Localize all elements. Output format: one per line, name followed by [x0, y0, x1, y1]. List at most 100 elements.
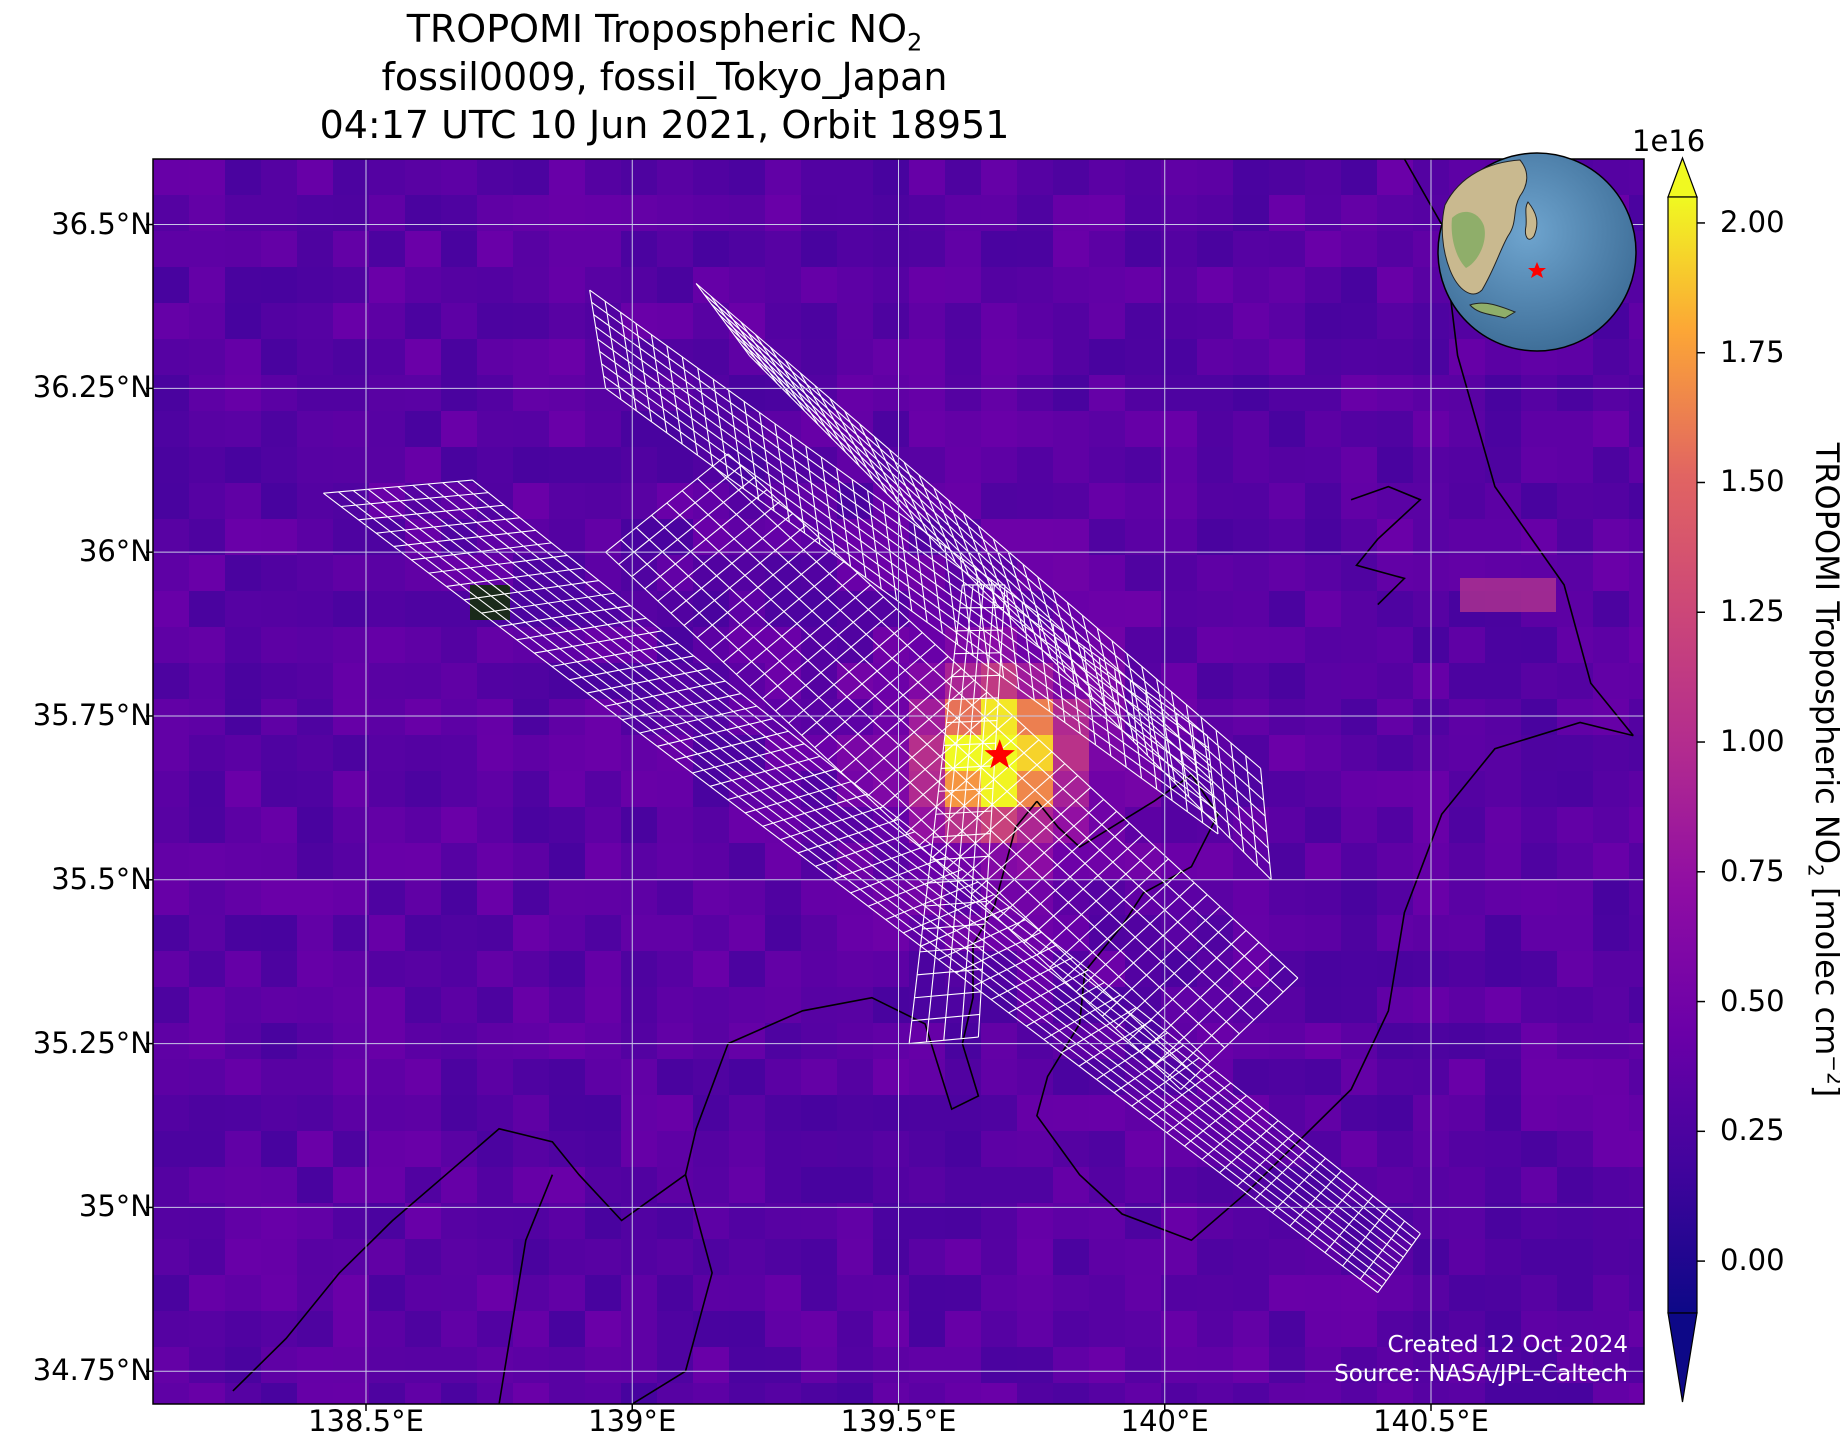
no2-pixel	[1377, 411, 1414, 448]
lon-tick-label: 140.5°E	[1373, 1404, 1489, 1438]
no2-pixel	[1161, 1347, 1198, 1384]
no2-pixel	[1629, 627, 1644, 664]
no2-pixel	[225, 699, 262, 736]
no2-pixel	[981, 1203, 1018, 1240]
no2-pixel	[621, 771, 658, 808]
no2-pixel	[1089, 267, 1126, 304]
no2-pixel	[1089, 339, 1126, 376]
no2-pixel	[297, 1383, 334, 1404]
no2-pixel	[621, 483, 658, 520]
no2-pixel	[441, 231, 478, 268]
no2-pixel	[1017, 159, 1054, 196]
target-grid-line	[428, 554, 568, 574]
target-grid-line	[944, 546, 959, 645]
no2-pixel	[657, 1095, 694, 1132]
no2-pixel	[1557, 879, 1594, 916]
no2-pixel	[1341, 591, 1378, 628]
lat-tick-label: 36.25°N	[32, 370, 152, 405]
no2-pixel	[513, 735, 550, 772]
no2-pixel	[909, 663, 946, 700]
no2-pixel	[945, 1275, 982, 1312]
credit-created: Created 12 Oct 2024	[1387, 1332, 1628, 1358]
no2-pixel	[909, 1239, 946, 1276]
no2-pixel	[765, 807, 802, 844]
no2-pixel	[333, 519, 370, 556]
target-grid-line	[1271, 1157, 1326, 1214]
no2-pixel	[1125, 843, 1162, 880]
no2-pixel	[549, 735, 586, 772]
target-grid-line	[631, 477, 755, 578]
no2-pixel	[657, 771, 694, 808]
no2-pixel	[1593, 843, 1630, 880]
no2-pixel	[1557, 735, 1594, 772]
no2-pixel	[1053, 879, 1090, 916]
no2-pixel	[1125, 1275, 1162, 1312]
colorbar-under-extension	[1667, 1312, 1698, 1403]
no2-pixel	[1521, 1167, 1558, 1204]
no2-pixel	[549, 1383, 586, 1404]
target-grid-line	[909, 1036, 979, 1045]
no2-pixel	[621, 1131, 658, 1168]
target-grid-line	[710, 295, 764, 370]
no2-pixel	[1233, 303, 1270, 340]
no2-pixel	[189, 555, 226, 592]
no2-pixel	[981, 1275, 1018, 1312]
no2-pixel	[837, 447, 874, 484]
no2-pixel	[657, 735, 694, 772]
target-grid-line	[1185, 704, 1204, 811]
no2-pixel	[1377, 339, 1414, 376]
no2-pixel	[189, 1311, 226, 1348]
no2-pixel	[477, 1383, 514, 1404]
no2-pixel	[441, 735, 478, 772]
no2-pixel	[1521, 1131, 1558, 1168]
no2-pixel	[333, 627, 370, 664]
no2-pixel	[261, 483, 298, 520]
no2-pixel	[549, 1203, 586, 1240]
no2-pixel	[333, 735, 370, 772]
no2-pixel	[225, 951, 262, 988]
no2-pixel	[1053, 1311, 1090, 1348]
target-grid-line	[481, 592, 615, 614]
no2-pixel	[513, 699, 550, 736]
no2-pixel	[225, 1347, 262, 1384]
no2-pixel	[1233, 1347, 1270, 1384]
no2-pixel	[1269, 663, 1306, 700]
no2-pixel	[225, 879, 262, 916]
target-grid-line	[657, 501, 781, 602]
no2-pixel	[1053, 195, 1090, 232]
no2-pixel	[405, 987, 442, 1024]
no2-pixel	[513, 1095, 550, 1132]
no2-pixel	[441, 1095, 478, 1132]
no2-pixel	[1233, 807, 1270, 844]
target-grid-line	[1307, 1183, 1358, 1240]
no2-pixel	[1377, 591, 1414, 628]
no2-pixel	[1305, 1311, 1342, 1348]
no2-pixel	[153, 627, 190, 664]
no2-pixel	[1449, 1383, 1486, 1404]
no2-pixel	[801, 1131, 838, 1168]
no2-pixel	[1557, 1131, 1594, 1168]
no2-pixel	[1233, 555, 1270, 592]
lat-tick-label: 36°N	[78, 534, 152, 569]
no2-pixel	[1341, 231, 1378, 268]
no2-pixel	[1341, 519, 1378, 556]
no2-pixel-dark	[470, 585, 510, 620]
no2-pixel	[1305, 807, 1342, 844]
no2-pixel	[585, 411, 622, 448]
no2-pixel	[153, 771, 190, 808]
no2-pixel	[1161, 231, 1198, 268]
colorbar-tick-label: 0.00	[1720, 1243, 1785, 1278]
target-grid-line	[1062, 870, 1182, 980]
no2-pixel	[441, 663, 478, 700]
no2-pixel	[801, 1239, 838, 1276]
target-grid-line	[755, 334, 805, 412]
no2-pixel	[225, 339, 262, 376]
no2-pixel	[909, 1383, 946, 1404]
no2-pixel	[225, 1383, 262, 1404]
no2-pixel	[261, 1347, 298, 1384]
lat-tick-label: 34.75°N	[32, 1353, 152, 1388]
no2-pixel	[693, 1131, 730, 1168]
no2-pixel	[225, 267, 262, 304]
no2-pixel	[1341, 1383, 1378, 1404]
no2-pixel	[1521, 1239, 1558, 1276]
